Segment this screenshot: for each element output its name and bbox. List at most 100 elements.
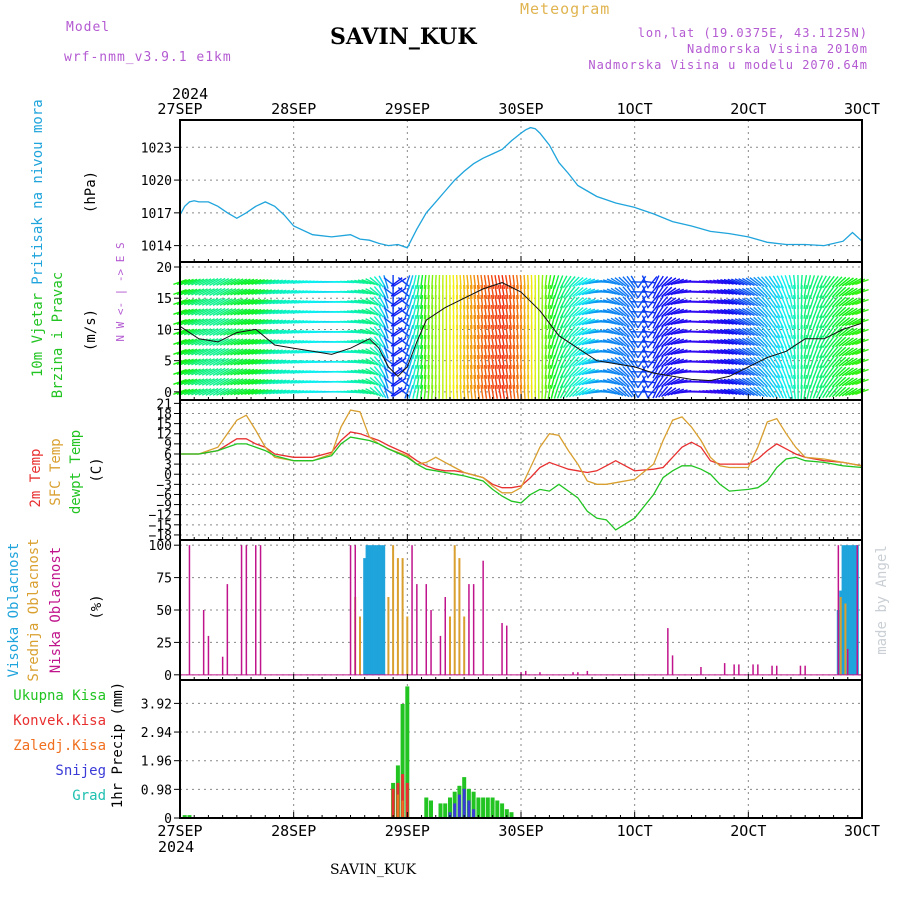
wind-arrow — [822, 365, 831, 379]
wind-arrow — [194, 278, 208, 286]
wind-arrow — [547, 274, 552, 290]
wind-arrow — [459, 374, 462, 389]
precip-bar — [438, 803, 443, 818]
wind-arrow — [709, 349, 724, 355]
wind-arrow — [550, 374, 556, 389]
wind-arrow — [661, 316, 673, 328]
wind-arrow — [709, 309, 724, 315]
wind-arrow — [505, 284, 509, 300]
wind-arrow — [261, 339, 276, 345]
wind-arrow — [716, 309, 731, 315]
cloud-bar — [472, 584, 475, 675]
cloud-bar — [853, 545, 857, 675]
wind-arrow — [559, 375, 568, 389]
wind-arrow — [462, 344, 466, 359]
cloud-bar — [349, 545, 352, 675]
wind-arrow — [476, 384, 480, 399]
wind-arrow — [476, 364, 480, 379]
precip-bar — [401, 800, 404, 818]
wind-arrow — [516, 384, 519, 399]
wind-arrow — [369, 327, 382, 337]
wind-arrow — [490, 314, 495, 330]
wind-arrow — [738, 298, 752, 306]
wind-arrow — [565, 385, 576, 398]
wind-arrow — [354, 389, 369, 395]
wind-arrow — [268, 289, 283, 295]
wind-arrow — [469, 314, 473, 329]
wind-arrow — [562, 285, 572, 299]
wind-arrow — [512, 324, 516, 339]
wind-arrow — [251, 328, 265, 335]
wind-arrow — [734, 348, 748, 356]
wind-arrow — [354, 279, 369, 285]
wind-arrow — [494, 354, 498, 369]
wind-arrow — [480, 284, 484, 299]
wind-arrow — [483, 304, 488, 319]
wind-arrow — [397, 366, 410, 377]
cloud-bar — [245, 545, 248, 675]
wind-arrow — [365, 368, 379, 376]
wind-arrow — [673, 359, 688, 365]
wind-arrow — [745, 347, 759, 357]
wind-arrow — [803, 344, 808, 359]
precip-bar — [453, 803, 457, 818]
y-tick-label: 10 — [156, 323, 172, 338]
wind-arrow — [550, 275, 556, 289]
wind-arrow — [233, 388, 248, 396]
wind-arrow — [490, 274, 495, 290]
wind-arrow — [776, 335, 785, 349]
wind-arrow — [738, 278, 752, 286]
wind-arrow — [637, 375, 647, 389]
wind-arrow — [237, 278, 251, 286]
wind-arrow — [658, 286, 669, 298]
wind-arrow — [848, 368, 862, 376]
wind-arrow — [512, 294, 516, 309]
wind-arrow — [749, 327, 762, 337]
wind-arrow — [565, 356, 576, 368]
wind-arrow — [614, 367, 627, 377]
wind-arrow — [793, 364, 796, 379]
wind-arrow — [469, 384, 473, 399]
wind-arrow — [183, 368, 198, 376]
temp-ylabel-dew: dewpt Temp — [68, 430, 84, 514]
wind-arrow — [541, 274, 544, 290]
cloud-bar — [382, 545, 386, 675]
wind-arrow — [183, 378, 198, 386]
wind-arrow — [423, 334, 427, 349]
wind-arrow — [723, 388, 738, 395]
wind-arrow — [626, 375, 636, 389]
wind-arrow — [562, 315, 572, 329]
wind-arrow — [466, 324, 470, 339]
wind-arrow — [784, 295, 791, 309]
wind-arrow — [848, 308, 862, 316]
wind-arrow — [806, 384, 812, 399]
wind-arrow — [606, 308, 620, 316]
wind-arrow — [408, 335, 414, 349]
wind-arrow — [219, 278, 233, 286]
wind-arrow — [585, 309, 599, 315]
wind-arrow — [565, 336, 576, 348]
wind-arrow — [544, 324, 548, 339]
wind-arrow — [720, 359, 734, 365]
wind-arrow — [483, 324, 488, 339]
wind-arrow — [247, 378, 262, 385]
wind-arrow — [501, 294, 506, 310]
wind-arrow — [412, 384, 417, 399]
wind-arrow — [784, 374, 791, 389]
cloud-ylabel-high: Visoka Oblacnost — [6, 543, 22, 678]
wind-arrow — [508, 384, 512, 399]
wind-arrow — [812, 375, 820, 389]
wind-arrow — [408, 285, 414, 299]
wind-arrow — [247, 318, 262, 326]
wind-arrow — [559, 385, 568, 399]
wind-arrow — [788, 274, 794, 289]
wind-arrow — [713, 379, 727, 385]
wind-arrow — [423, 354, 427, 369]
wind-arrow — [258, 369, 273, 375]
cloud-bar — [259, 545, 262, 675]
wind-arrow — [497, 344, 502, 359]
wind-arrow — [757, 276, 768, 288]
wind-arrow — [219, 338, 233, 346]
wind-arrow — [713, 339, 727, 345]
wind-arrow — [254, 339, 269, 345]
